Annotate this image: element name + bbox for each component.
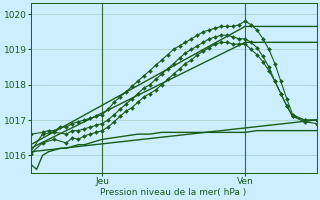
X-axis label: Pression niveau de la mer( hPa ): Pression niveau de la mer( hPa ) [100,188,247,197]
